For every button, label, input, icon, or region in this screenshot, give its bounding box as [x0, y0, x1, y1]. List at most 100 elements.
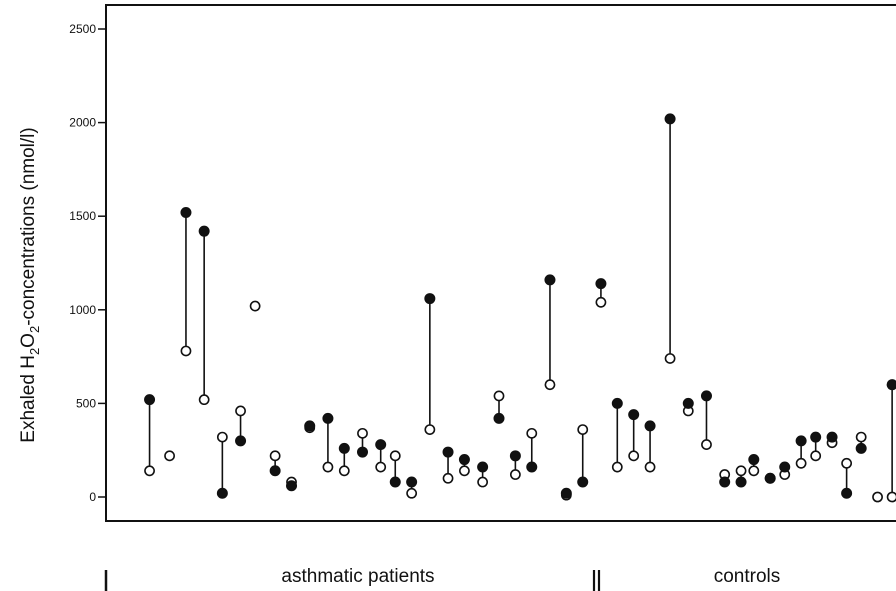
data-pair — [577, 424, 589, 488]
filled-point — [595, 278, 607, 290]
data-pair — [764, 472, 776, 484]
group-label: asthmatic patients — [281, 566, 434, 587]
data-pair — [338, 442, 350, 477]
data-pair — [493, 390, 505, 424]
data-pair — [544, 274, 556, 391]
filled-point — [560, 487, 572, 499]
filled-point — [477, 461, 489, 473]
open-point — [628, 450, 640, 462]
filled-point — [855, 442, 867, 454]
open-point — [459, 465, 470, 477]
data-pair — [375, 439, 387, 473]
filled-point — [458, 454, 470, 466]
open-point — [442, 472, 454, 484]
filled-point — [611, 397, 623, 409]
y-tick-label: 500 — [76, 396, 96, 410]
filled-point — [286, 480, 298, 492]
open-point — [235, 405, 246, 417]
open-point — [493, 390, 505, 402]
filled-point — [389, 476, 401, 488]
filled-point — [886, 379, 896, 391]
filled-point — [304, 420, 316, 432]
y-title-part: -concentrations (nmol/l) — [18, 127, 39, 326]
open-point — [544, 379, 556, 391]
open-point — [664, 353, 676, 364]
filled-point — [198, 225, 210, 237]
filled-point — [216, 487, 228, 499]
group-axis: asthmatic patients controls — [104, 566, 781, 591]
y-title-part: Exhaled H — [18, 355, 39, 443]
open-point — [810, 450, 822, 462]
data-pair — [872, 491, 883, 503]
data-pair — [795, 435, 807, 469]
open-point — [855, 431, 867, 443]
data-pair — [779, 461, 791, 480]
open-point — [144, 465, 155, 477]
open-point — [872, 491, 883, 503]
filled-point — [628, 409, 640, 421]
data-pair — [144, 394, 156, 477]
filled-point — [424, 293, 436, 305]
data-pair — [841, 457, 853, 499]
y-tick-label: 1500 — [69, 209, 96, 223]
filled-point — [526, 461, 538, 473]
open-point — [841, 457, 853, 469]
filled-point — [748, 454, 760, 466]
data-pair — [389, 450, 401, 488]
filled-point — [700, 390, 712, 402]
data-pair — [719, 469, 731, 488]
data-pair — [442, 446, 454, 484]
data-pair — [269, 450, 281, 477]
data-pair — [826, 431, 838, 449]
data-pair — [810, 431, 822, 462]
data-pair — [735, 465, 747, 488]
open-point — [748, 465, 760, 477]
filled-point — [779, 461, 791, 473]
filled-point — [810, 431, 822, 443]
y-axis-title: Exhaled H2O2-concentrations (nmol/l) — [18, 127, 42, 442]
filled-point — [664, 113, 676, 125]
y-tick-label: 0 — [89, 490, 96, 504]
filled-point — [719, 476, 731, 488]
data-pair — [286, 476, 298, 492]
data-pair — [748, 454, 760, 477]
y-axis: 0 500 1000 1500 2000 2500 — [69, 22, 106, 504]
open-point — [164, 450, 175, 462]
open-point — [198, 394, 210, 406]
filled-point — [682, 397, 694, 409]
open-point — [357, 427, 368, 439]
filled-point — [764, 472, 776, 484]
plot-frame — [105, 4, 896, 522]
data-pair — [458, 454, 470, 477]
open-point — [701, 439, 712, 450]
open-point — [216, 431, 228, 443]
filled-point — [841, 487, 853, 499]
data-pair — [180, 206, 192, 357]
filled-point — [357, 446, 368, 458]
open-point — [477, 476, 489, 488]
filled-point — [406, 476, 418, 488]
data-pair — [700, 390, 712, 450]
filled-point — [644, 420, 656, 432]
group-label: controls — [714, 566, 781, 587]
filled-point — [826, 431, 838, 443]
filled-point — [735, 476, 747, 488]
data-pair — [628, 409, 640, 462]
y-title-subscript: 2 — [27, 326, 42, 333]
y-tick-label: 2500 — [69, 22, 96, 36]
open-point — [611, 461, 623, 473]
open-point — [509, 469, 521, 480]
open-point — [795, 457, 807, 469]
open-point — [886, 491, 896, 503]
open-point — [322, 461, 334, 473]
filled-point — [442, 446, 454, 458]
filled-point — [509, 450, 521, 462]
data-pair — [216, 431, 228, 499]
open-point — [180, 345, 192, 357]
data-pair — [322, 412, 334, 473]
open-point — [389, 450, 401, 462]
y-title-part: O — [18, 333, 39, 348]
data-pair — [595, 278, 607, 308]
data-pair — [682, 397, 694, 417]
